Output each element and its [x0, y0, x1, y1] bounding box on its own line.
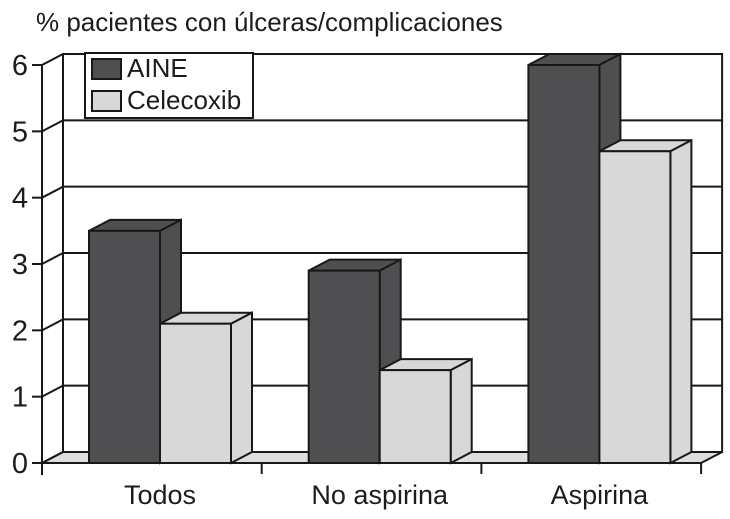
bar-celecoxib-no-aspirina	[378, 369, 452, 464]
y-tick-label: 3	[12, 249, 28, 281]
y-tick-connector	[41, 318, 64, 332]
x-category-label: No aspirina	[311, 480, 449, 510]
bar-aine-no-aspirina	[307, 269, 381, 464]
bar-celecoxib-todos	[159, 322, 232, 464]
chart-title: % pacientes con úlceras/complicaciones	[36, 7, 503, 37]
y-tick-connector	[41, 252, 64, 265]
bar-celecoxib-no-aspirina-side	[449, 357, 473, 465]
plot-area: 0 1 2 3 4 5 6 Todos No aspirina Aspirina AINECelec…	[12, 50, 724, 510]
y-tick-connector	[41, 185, 64, 199]
bar-aine-todos	[88, 229, 161, 464]
legend-label-celecoxib: Celecoxib	[127, 85, 241, 115]
y-tick-connector	[41, 451, 64, 464]
y-tick-connector	[41, 119, 64, 133]
y-tick-connector	[41, 384, 64, 398]
bar-celecoxib-aspirina	[598, 150, 672, 464]
x-category-label: Todos	[124, 480, 196, 510]
y-tick-label: 2	[12, 315, 28, 347]
y-tick-label: 0	[12, 448, 28, 480]
bar-celecoxib-aspirina-side	[669, 138, 693, 465]
x-category-label: Aspirina	[551, 480, 650, 510]
bar-celecoxib-todos-side	[230, 311, 253, 465]
legend-swatch-aine	[91, 58, 122, 80]
y-tick-label: 6	[12, 50, 28, 82]
y-tick-label: 1	[12, 382, 28, 414]
legend-swatch-celecoxib	[91, 90, 122, 112]
y-tick-label: 4	[12, 183, 28, 215]
y-tick-connector	[41, 53, 64, 66]
bar-aine-aspirina	[527, 64, 601, 465]
legend-label-aine: AINE	[127, 53, 188, 83]
y-tick-label: 5	[12, 116, 28, 148]
